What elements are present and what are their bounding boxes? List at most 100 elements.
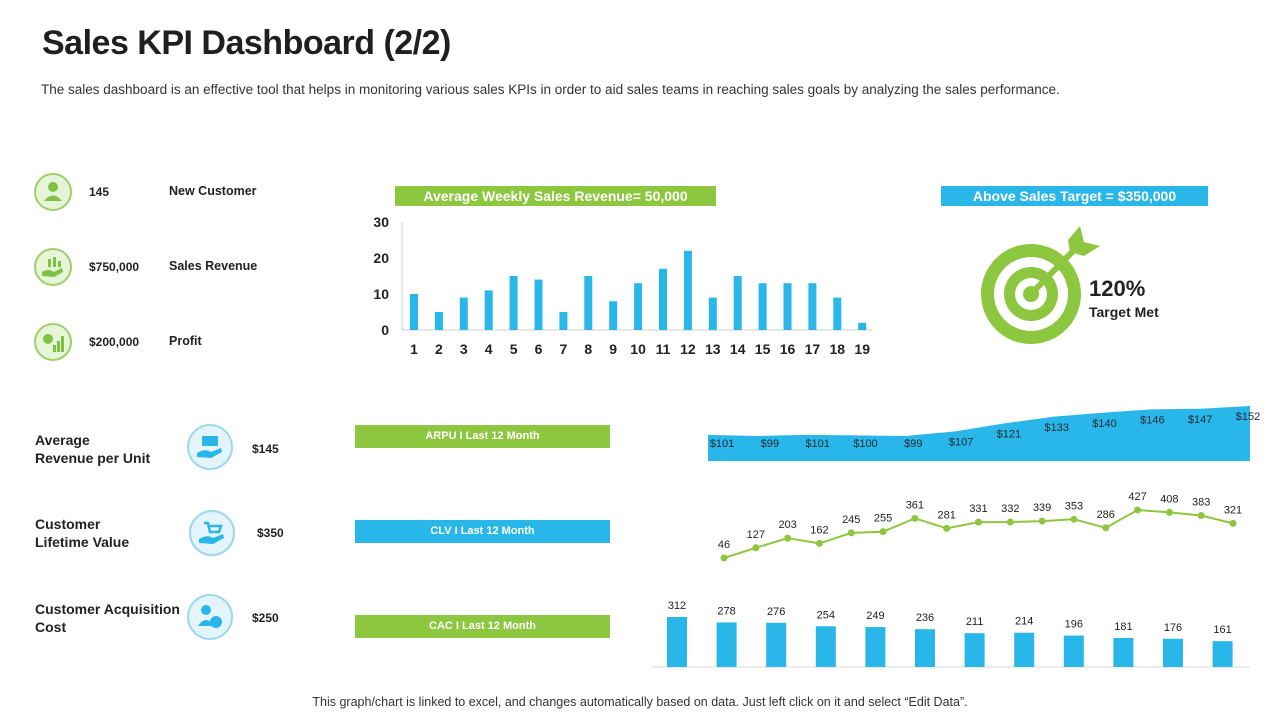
arpu-value-label: $101: [805, 438, 829, 450]
weekly-bar: [783, 283, 792, 330]
clv-value-label: 321: [1224, 504, 1242, 516]
cac-value-label: 214: [1015, 616, 1033, 628]
target-percent: 120%: [1089, 276, 1146, 301]
weekly-bar: [484, 290, 493, 330]
weekly-bar: [509, 276, 518, 330]
x-tick-label: 9: [609, 341, 617, 357]
arpu-value-label: $99: [761, 438, 779, 450]
cac-bar: [667, 617, 687, 667]
cac-bar: [865, 627, 886, 667]
clv-point: [1165, 508, 1173, 516]
cac-value-label: 236: [916, 612, 934, 624]
weekly-bar: [708, 297, 717, 330]
customer-icon: [34, 173, 72, 211]
x-tick-label: 13: [705, 341, 721, 357]
clv-value-label: 361: [906, 499, 924, 511]
cac-bar: [1163, 638, 1183, 667]
arpu-banner: ARPU I Last 12 Month: [355, 425, 610, 448]
clv-value-label: 427: [1128, 491, 1146, 503]
cac-value-label: 312: [668, 600, 686, 612]
weekly-bar: [858, 322, 867, 330]
metric-label-line2: Revenue per Unit: [35, 450, 151, 466]
x-tick-label: 3: [460, 341, 468, 357]
x-tick-label: 17: [805, 341, 821, 357]
kpi-value: 145: [89, 185, 110, 199]
clv-line-chart: 46 127 203 162 245 255 361 281 331 332 339 353 286 42…: [718, 491, 1242, 562]
arpu-area: [708, 406, 1250, 461]
x-tick-label: 1: [410, 341, 418, 357]
clv-point: [720, 554, 728, 562]
page-subtitle: The sales dashboard is an effective tool…: [41, 82, 1060, 97]
kpi-new-customer: 145 New Customer: [34, 173, 294, 213]
y-tick-label: 0: [381, 322, 389, 338]
kpi-label: New Customer: [169, 184, 257, 198]
cac-banner: CAC I Last 12 Month: [355, 615, 610, 638]
cac-bar: [1014, 632, 1035, 667]
cac-bar-chart: 312 278 276 254 249 236 211 214 196 181 176 161: [652, 600, 1250, 668]
weekly-bar: [434, 312, 443, 330]
arpu-value-label: $152: [1236, 411, 1260, 423]
arpu-value-label: $121: [997, 429, 1021, 441]
sales-target-banner: Above Sales Target = $350,000: [941, 186, 1208, 206]
clv-line: [723, 508, 1234, 559]
x-tick-label: 4: [485, 341, 493, 357]
footer-note: This graph/chart is linked to excel, and…: [312, 695, 968, 709]
clv-value-label: 353: [1065, 500, 1083, 512]
weekly-bar: [758, 283, 767, 330]
clv-value-label: 339: [1033, 502, 1051, 514]
x-tick-label: 12: [680, 341, 696, 357]
weekly-bar: [459, 297, 468, 330]
kpi-sales-revenue: $750,000 Sales Revenue: [34, 248, 294, 288]
target-icon: [981, 226, 1100, 344]
clv-value-label: 203: [778, 519, 796, 531]
weekly-bar: [410, 294, 418, 330]
cart-hand-icon: [189, 510, 235, 556]
metric-label-line2: Lifetime Value: [35, 534, 130, 550]
kpi-value: $200,000: [89, 335, 140, 349]
clv-point: [1134, 506, 1142, 514]
arpu-area-chart: $101 $99 $101 $100 $99 $107 $121 $133 $140 $146 $1…: [708, 406, 1260, 461]
clv-value-label: 162: [810, 524, 828, 536]
clv-value-label: 255: [874, 513, 892, 525]
clv-value-label: 383: [1192, 497, 1210, 509]
weekly-bar: [808, 283, 817, 330]
weekly-bar: [609, 301, 618, 330]
cac-value-label: 276: [767, 606, 785, 618]
x-tick-label: 15: [755, 341, 771, 357]
cac-value-label: 249: [866, 610, 884, 622]
cac-bar: [1063, 635, 1084, 667]
weekly-bar: [584, 276, 593, 330]
weekly-bar: [659, 268, 667, 330]
weekly-bar: [733, 276, 742, 330]
clv-point: [784, 534, 792, 542]
arpu-value-label: $99: [904, 438, 922, 450]
x-tick-label: 10: [630, 341, 646, 357]
weekly-bar: [559, 312, 568, 330]
clv-point: [943, 524, 951, 532]
target-label: Target Met: [1089, 304, 1159, 320]
cac-bar: [815, 626, 836, 667]
clv-value-label: 332: [1001, 503, 1019, 515]
cac-value-label: 211: [966, 616, 984, 628]
x-tick-label: 19: [854, 341, 870, 357]
cac-value-label: 196: [1065, 619, 1083, 631]
clv-point: [1102, 524, 1110, 532]
weekly-bar: [683, 250, 692, 330]
clv-point: [1038, 517, 1046, 525]
user-dollar-icon: [187, 594, 233, 640]
metric-value-clv: $350: [257, 526, 284, 540]
cac-value-label: 254: [817, 609, 835, 621]
clv-value-label: 408: [1160, 493, 1178, 505]
x-tick-label: 8: [584, 341, 592, 357]
profit-icon: [34, 323, 72, 361]
clv-point: [975, 518, 982, 526]
cac-bar: [716, 622, 737, 667]
cac-bar: [1113, 637, 1134, 667]
metric-label-arpu: Average Revenue per Unit: [35, 431, 150, 467]
clv-point: [879, 528, 887, 536]
weekly-bar: [534, 279, 543, 330]
cac-bar: [766, 622, 787, 667]
kpi-label: Sales Revenue: [169, 259, 258, 273]
x-tick-label: 16: [780, 341, 796, 357]
arpu-value-label: $133: [1044, 422, 1068, 434]
